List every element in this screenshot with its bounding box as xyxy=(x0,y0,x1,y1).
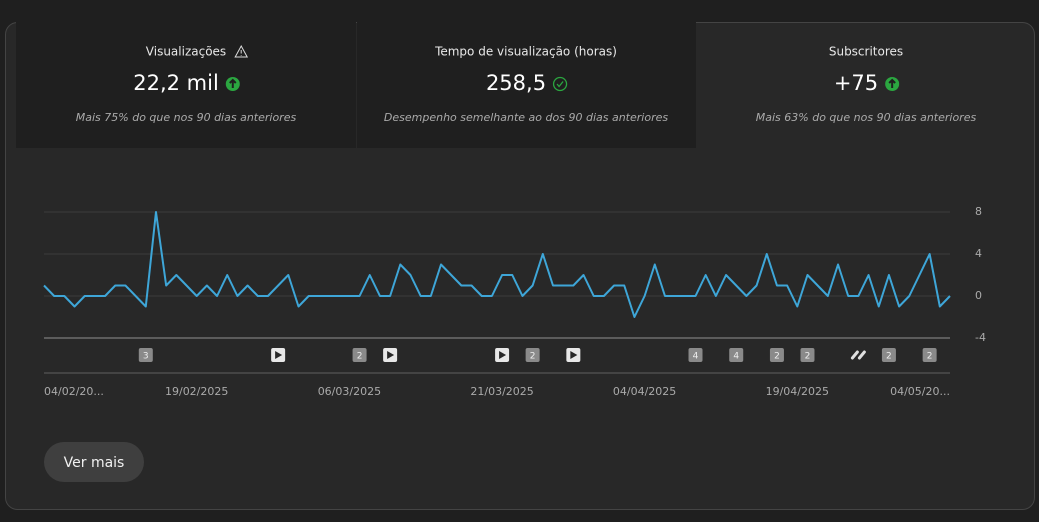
trend-up-arrow xyxy=(888,78,896,88)
check-icon xyxy=(552,76,568,92)
x-tick-label: 06/03/2025 xyxy=(318,385,381,398)
upload-count: 4 xyxy=(733,352,739,362)
upload-badge[interactable] xyxy=(352,348,367,362)
card-value: 22,2 mil xyxy=(133,71,219,95)
upload-count: 2 xyxy=(530,352,536,362)
data-line xyxy=(43,211,951,318)
upload-badge[interactable] xyxy=(881,348,896,362)
y-tick-label: -4 xyxy=(975,331,986,344)
upload-badge[interactable] xyxy=(769,348,784,362)
check-mark xyxy=(556,81,564,88)
card-bg[interactable] xyxy=(357,22,696,148)
upload-count: 2 xyxy=(805,352,811,362)
play-icon xyxy=(570,351,578,359)
upload-count: 4 xyxy=(693,352,699,362)
upload-badge[interactable] xyxy=(688,348,703,362)
upload-count: 2 xyxy=(886,352,892,362)
button-label[interactable]: Ver mais xyxy=(64,455,125,471)
x-tick-label: 04/02/20... xyxy=(44,385,104,398)
upload-count: 2 xyxy=(774,352,780,362)
upload-count: 2 xyxy=(357,352,363,362)
x-tick-label: 04/04/2025 xyxy=(613,385,676,398)
link-icon xyxy=(850,350,866,360)
upload-badge[interactable] xyxy=(525,348,540,362)
x-tick-label: 21/03/2025 xyxy=(470,385,533,398)
card-bg[interactable] xyxy=(16,22,356,148)
x-tick-label: 04/05/20... xyxy=(890,385,950,398)
upload-badge[interactable] xyxy=(922,348,937,362)
play-icon xyxy=(387,351,395,359)
card-subtitle: Mais 75% do que nos 90 dias anteriores xyxy=(76,111,297,124)
card-value: +75 xyxy=(834,71,878,95)
card-subtitle: Mais 63% do que nos 90 dias anteriores xyxy=(756,111,977,124)
card-title: Visualizações xyxy=(146,45,226,59)
upload-count: 3 xyxy=(143,352,149,362)
upload-badge[interactable] xyxy=(800,348,815,362)
trend-up-arrow xyxy=(229,78,237,88)
y-tick-label: 0 xyxy=(975,289,982,302)
x-tick-label: 19/02/2025 xyxy=(165,385,228,398)
x-tick-label: 19/04/2025 xyxy=(766,385,829,398)
y-tick-label: 4 xyxy=(975,247,982,260)
card-value: 258,5 xyxy=(486,71,546,95)
card-title: Subscritores xyxy=(829,45,903,59)
upload-badge[interactable] xyxy=(729,348,744,362)
upload-count: 2 xyxy=(927,352,933,362)
card-title: Tempo de visualização (horas) xyxy=(434,45,617,59)
ver-mais-button[interactable] xyxy=(44,442,144,482)
upload-badge[interactable] xyxy=(138,348,153,362)
y-tick-label: 8 xyxy=(975,205,982,218)
card-subtitle: Desempenho semelhante ao dos 90 dias ant… xyxy=(384,111,668,124)
play-icon xyxy=(499,351,507,359)
play-icon xyxy=(275,351,283,359)
warning-icon xyxy=(234,44,249,58)
